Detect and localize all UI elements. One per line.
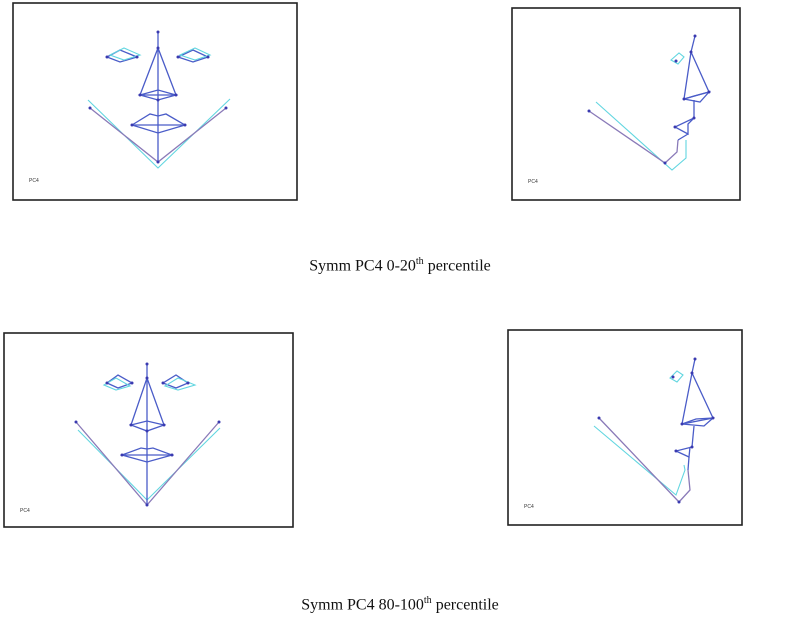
panel-top-right-profile: PC4 (511, 7, 741, 201)
panel-label: PC4 (524, 504, 534, 510)
caption-superscript: th (415, 256, 424, 267)
caption-text: Symm PC4 0-20 (309, 257, 416, 275)
panel-top-left-front-face: PC4 (12, 2, 298, 201)
panel-label: PC4 (29, 178, 39, 184)
profile-wireframe (593, 357, 715, 504)
caption-text: Symm PC4 80-100 (301, 596, 424, 614)
caption-text-suffix: percentile (423, 257, 491, 275)
panel-bottom-left-front-face: PC4 (3, 332, 294, 528)
panel-bottom-right-profile: PC4 (507, 329, 743, 526)
panel-label: PC4 (528, 179, 538, 185)
panel-frame (12, 2, 298, 201)
profile-wireframe (587, 34, 711, 171)
caption-top: Symm PC4 0-20th percentile (0, 256, 800, 275)
panel-label: PC4 (20, 508, 30, 514)
caption-bottom: Symm PC4 80-100th percentile (0, 595, 800, 614)
panel-frame (507, 329, 743, 526)
panel-frame (511, 7, 741, 201)
face-wireframe (74, 362, 221, 507)
caption-text-suffix: percentile (431, 596, 499, 614)
caption-superscript: th (423, 595, 432, 606)
face-wireframe (87, 30, 231, 169)
